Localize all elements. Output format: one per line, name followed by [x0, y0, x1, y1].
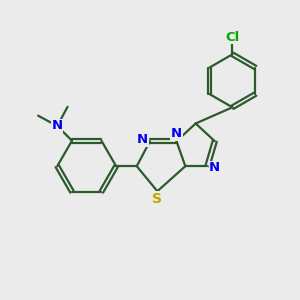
Text: N: N [137, 133, 148, 146]
Text: N: N [209, 161, 220, 174]
Text: Cl: Cl [225, 31, 240, 44]
Text: S: S [152, 192, 162, 206]
Text: N: N [52, 119, 63, 133]
Text: N: N [171, 127, 182, 140]
